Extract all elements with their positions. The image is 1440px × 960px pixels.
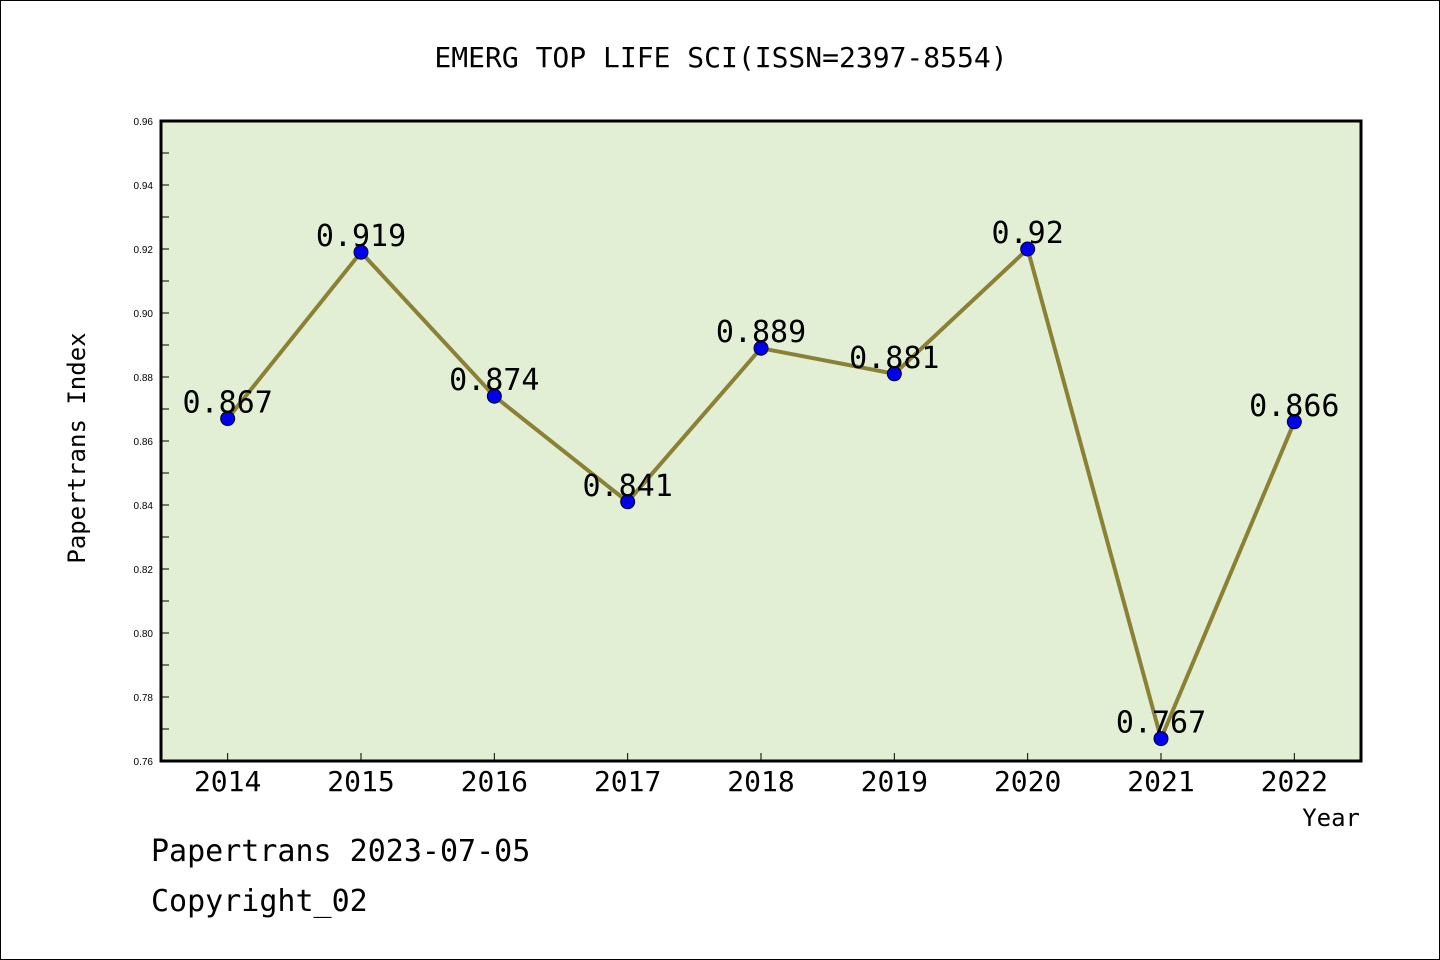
data-point [753,340,769,356]
data-point [1153,731,1169,747]
y-tick-label: 0.84 [134,501,154,512]
chart-title: EMERG TOP LIFE SCI(ISSN=2397-8554) [434,41,1007,74]
data-label: 0.767 [1116,706,1206,741]
data-point [486,388,502,404]
x-tick-label: 2015 [327,765,394,798]
footer-source: Papertrans 2023-07-05 [151,834,531,869]
y-tick-label: 0.90 [134,309,154,320]
y-tick-label: 0.96 [134,117,154,128]
data-label: 0.919 [316,219,406,254]
y-tick-label: 0.92 [134,245,154,256]
data-label: 0.866 [1249,389,1339,424]
data-point [220,411,236,427]
data-point [1020,241,1036,257]
data-label: 0.867 [183,386,273,421]
x-tick-label: 2021 [1127,765,1194,798]
x-tick-label: 2019 [861,765,928,798]
data-label: 0.881 [849,341,939,376]
x-tick-label: 2016 [461,765,528,798]
y-tick-label: 0.86 [134,437,154,448]
y-axis-label: Papertrans Index [63,332,91,563]
data-label: 0.874 [449,363,539,398]
data-label: 0.841 [583,469,673,504]
data-point [886,366,902,382]
data-label: 0.92 [992,216,1064,251]
plot-border [159,119,1363,763]
data-point [1286,414,1302,430]
x-tick-label: 2018 [727,765,794,798]
x-axis-label: Year [1302,804,1360,832]
x-tick-label: 2014 [194,765,261,798]
data-point [353,244,369,260]
data-label: 0.889 [716,315,806,350]
y-tick-label: 0.82 [134,565,154,576]
plot-area [161,121,1361,761]
y-tick-label: 0.88 [134,373,154,384]
x-tick-label: 2017 [594,765,661,798]
y-tick-label: 0.80 [134,629,154,640]
data-point [620,494,636,510]
x-tick-label: 2020 [994,765,1061,798]
x-tick-label: 2022 [1261,765,1328,798]
y-tick-label: 0.78 [134,693,154,704]
footer-copyright: Copyright_02 [151,884,368,919]
y-tick-label: 0.76 [134,757,154,768]
y-tick-label: 0.94 [134,181,154,192]
